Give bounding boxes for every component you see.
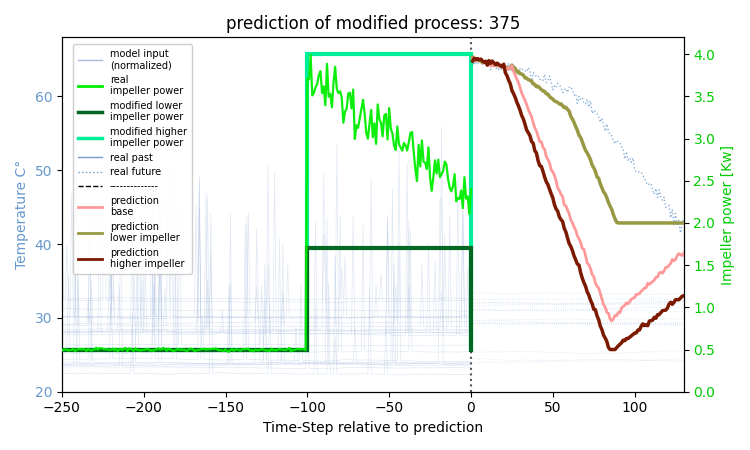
Y-axis label: Temperature C°: Temperature C° (15, 160, 29, 269)
Y-axis label: Impeller power [Kw]: Impeller power [Kw] (721, 144, 735, 284)
Title: prediction of modified process: 375: prediction of modified process: 375 (226, 15, 520, 33)
Legend: model input
(normalized), real
impeller power, modified lower
impeller power, mo: model input (normalized), real impeller … (73, 44, 192, 274)
X-axis label: Time-Step relative to prediction: Time-Step relative to prediction (262, 421, 483, 435)
